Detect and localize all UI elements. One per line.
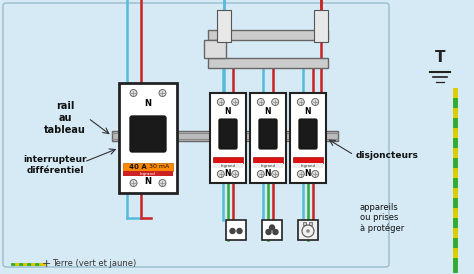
Text: N: N bbox=[265, 169, 271, 178]
Bar bbox=[119, 83, 177, 193]
Text: N: N bbox=[145, 99, 152, 109]
Bar bbox=[293, 157, 323, 163]
Bar bbox=[210, 93, 246, 183]
Circle shape bbox=[130, 90, 137, 96]
Text: T: T bbox=[435, 50, 445, 65]
Text: Terre (vert et jaune): Terre (vert et jaune) bbox=[52, 259, 136, 269]
Circle shape bbox=[270, 225, 274, 230]
Text: +: + bbox=[41, 259, 51, 269]
Text: rail
au
tableau: rail au tableau bbox=[44, 101, 86, 135]
FancyBboxPatch shape bbox=[3, 3, 389, 267]
Bar bbox=[123, 171, 173, 176]
Circle shape bbox=[297, 170, 304, 178]
Circle shape bbox=[257, 98, 264, 105]
Circle shape bbox=[232, 170, 239, 178]
Bar bbox=[314, 10, 328, 42]
Text: 40 A: 40 A bbox=[129, 164, 147, 170]
Circle shape bbox=[159, 90, 166, 96]
Text: disjoncteurs: disjoncteurs bbox=[356, 150, 419, 159]
Bar bbox=[112, 131, 338, 141]
Circle shape bbox=[306, 229, 310, 233]
Bar bbox=[250, 93, 286, 183]
FancyBboxPatch shape bbox=[219, 119, 237, 149]
Bar bbox=[226, 220, 246, 240]
Bar bbox=[213, 157, 243, 163]
Text: appareils
ou prises
à protéger: appareils ou prises à protéger bbox=[360, 203, 404, 233]
Bar bbox=[123, 163, 173, 171]
Bar bbox=[217, 10, 231, 42]
Circle shape bbox=[217, 98, 224, 105]
Circle shape bbox=[237, 229, 242, 233]
Circle shape bbox=[297, 98, 304, 105]
Bar bbox=[253, 157, 283, 163]
Text: N: N bbox=[145, 176, 152, 185]
Text: N: N bbox=[305, 107, 311, 116]
Text: N: N bbox=[265, 107, 271, 116]
Circle shape bbox=[232, 98, 239, 105]
Circle shape bbox=[312, 170, 319, 178]
Circle shape bbox=[272, 98, 279, 105]
Bar bbox=[253, 163, 283, 168]
Text: N: N bbox=[225, 169, 231, 178]
Bar bbox=[293, 163, 323, 168]
Bar bbox=[303, 222, 307, 224]
Bar bbox=[208, 30, 328, 40]
Text: N: N bbox=[305, 169, 311, 178]
Text: legrand: legrand bbox=[301, 164, 316, 167]
Circle shape bbox=[273, 230, 278, 235]
Text: legrand: legrand bbox=[140, 172, 156, 176]
Text: legrand: legrand bbox=[261, 164, 275, 167]
Circle shape bbox=[230, 229, 235, 233]
Circle shape bbox=[130, 179, 137, 187]
Bar bbox=[290, 93, 326, 183]
Bar bbox=[262, 220, 282, 240]
FancyBboxPatch shape bbox=[299, 119, 317, 149]
Text: legrand: legrand bbox=[220, 164, 236, 167]
Circle shape bbox=[266, 230, 271, 235]
Circle shape bbox=[312, 98, 319, 105]
Circle shape bbox=[257, 170, 264, 178]
FancyBboxPatch shape bbox=[130, 116, 166, 152]
Bar bbox=[309, 222, 312, 224]
Text: interrupteur
différentiel: interrupteur différentiel bbox=[23, 155, 87, 175]
Bar bbox=[213, 163, 243, 168]
Circle shape bbox=[159, 179, 166, 187]
Circle shape bbox=[272, 170, 279, 178]
Text: N: N bbox=[225, 107, 231, 116]
Bar bbox=[208, 58, 328, 68]
Circle shape bbox=[217, 170, 224, 178]
FancyBboxPatch shape bbox=[259, 119, 277, 149]
Bar bbox=[204, 40, 226, 58]
Bar bbox=[298, 220, 318, 240]
Text: 30 mA: 30 mA bbox=[149, 164, 170, 170]
